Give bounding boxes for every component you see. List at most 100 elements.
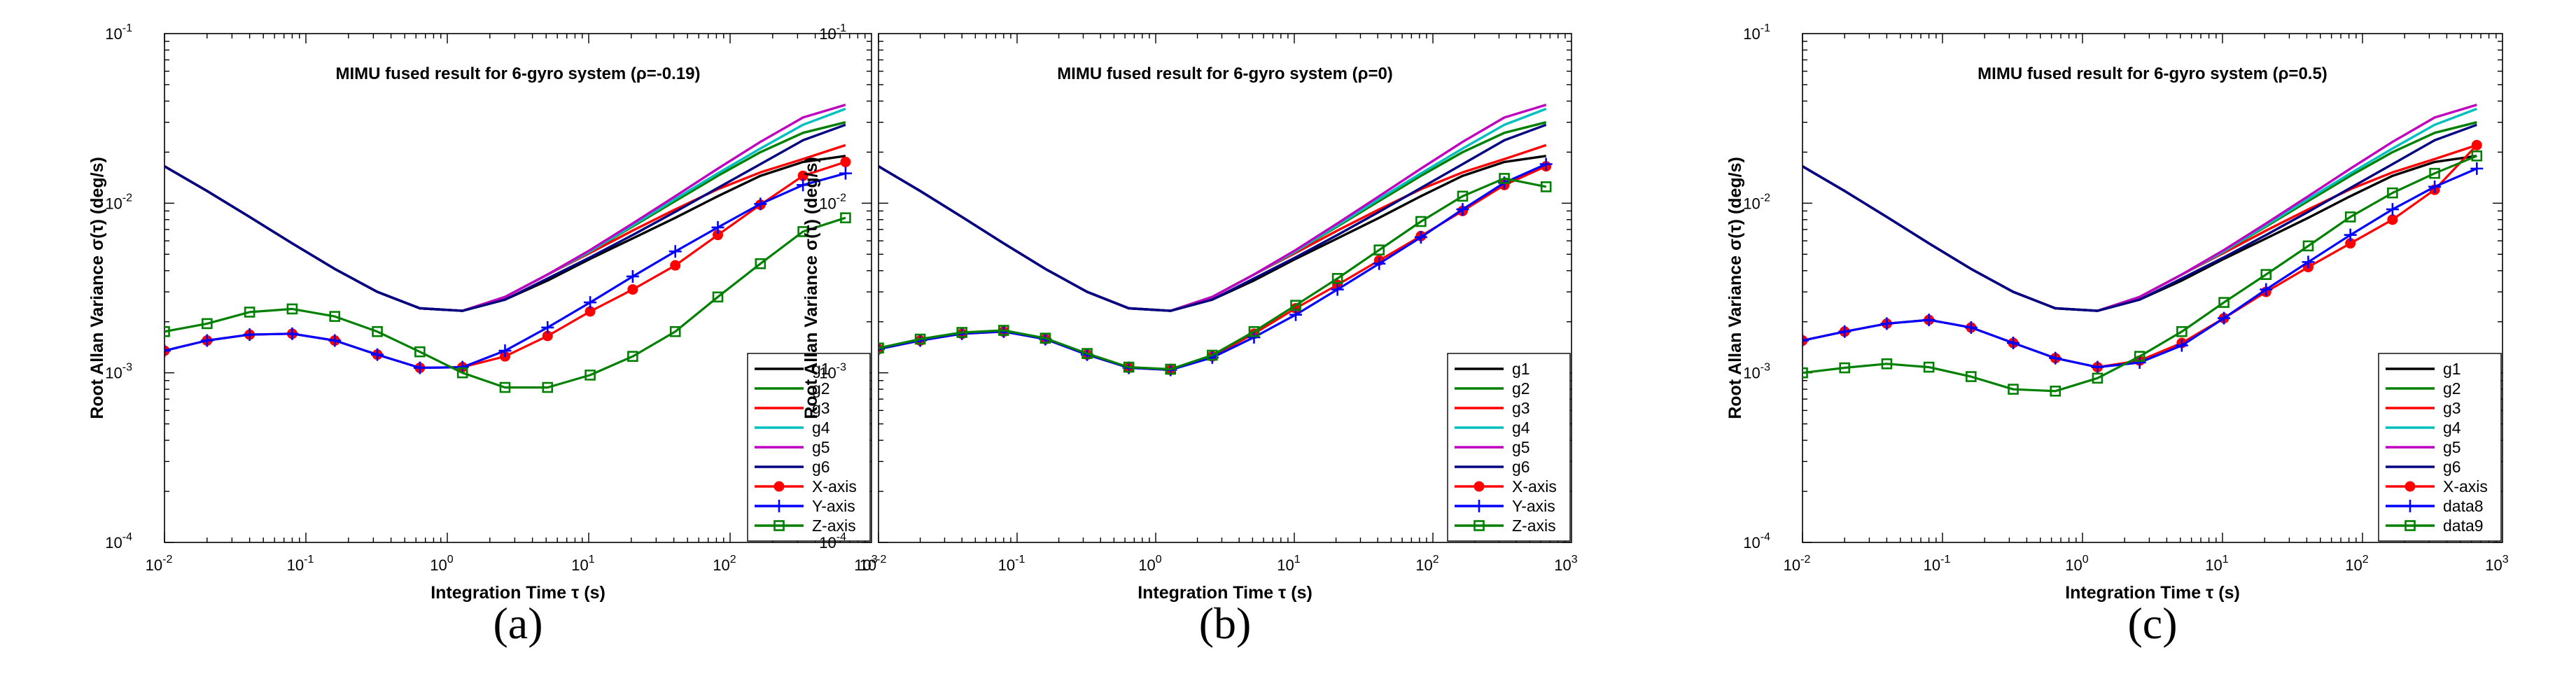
x-tick-label: 102 bbox=[1415, 554, 1438, 574]
legend-item: g3 bbox=[2386, 399, 2461, 417]
legend-item: g6 bbox=[1455, 458, 1530, 476]
legend-label: Z-axis bbox=[1512, 517, 1556, 535]
data-point-Z-axis bbox=[1165, 363, 1177, 375]
x-tick-label-base: 10 bbox=[2345, 556, 2362, 574]
data-point-Y-axis bbox=[626, 269, 639, 283]
y-tick-label-exp: -4 bbox=[122, 531, 132, 543]
data-point-data8 bbox=[2049, 351, 2062, 365]
data-point-data8 bbox=[2091, 360, 2104, 374]
data-point-Y-axis bbox=[1539, 157, 1553, 171]
x-tick-label-exp: 1 bbox=[2222, 554, 2229, 566]
x-tick-label: 101 bbox=[1277, 554, 1300, 574]
data-point-data8 bbox=[2175, 339, 2188, 352]
x-axis-label: Integration Time τ (s) bbox=[430, 583, 606, 603]
y-tick-label: 10-2 bbox=[1743, 192, 1770, 212]
y-tick-label-exp: -2 bbox=[122, 192, 132, 204]
x-tick-label: 103 bbox=[2485, 554, 2508, 574]
data-point-Z-axis bbox=[499, 381, 511, 393]
y-tick-label-exp: -3 bbox=[1760, 362, 1770, 374]
chart-title: MIMU fused result for 6-gyro system (ρ=0… bbox=[1057, 64, 1393, 83]
y-tick-label: 10-2 bbox=[819, 192, 846, 212]
y-tick-label: 10-2 bbox=[105, 192, 132, 212]
x-tick-label-base: 10 bbox=[854, 556, 871, 574]
series-line-g6 bbox=[164, 123, 846, 312]
data-point-Y-axis bbox=[200, 334, 214, 347]
legend-item: g5 bbox=[1455, 438, 1530, 456]
panel-c: 10-2 10-1 100 101 102 10310-410-310-210-1MIMU… bbox=[1726, 22, 2509, 648]
legend-label: g6 bbox=[812, 458, 830, 476]
x-tick-label: 10-1 bbox=[287, 554, 314, 574]
data-point-Y-axis bbox=[797, 178, 810, 192]
x-tick-label-base: 10 bbox=[1554, 556, 1571, 574]
data-point-data9 bbox=[1802, 367, 1808, 379]
data-point-data8 bbox=[1964, 321, 1977, 334]
legend-item: g5 bbox=[755, 438, 830, 456]
data-point-data8 bbox=[2386, 203, 2399, 216]
data-point-Z-axis bbox=[202, 318, 213, 330]
chart-title: MIMU fused result for 6-gyro system (ρ=-… bbox=[336, 64, 701, 83]
x-tick-label-exp: 3 bbox=[872, 554, 878, 566]
x-tick-label: 100 bbox=[430, 554, 453, 574]
x-tick-label-exp: 0 bbox=[2082, 554, 2089, 566]
data-point-Z-axis bbox=[840, 212, 851, 224]
legend-item: g1 bbox=[1455, 360, 1530, 378]
data-point-X-axis bbox=[670, 260, 681, 271]
series-g6 bbox=[1802, 123, 2477, 312]
data-point-Z-axis bbox=[627, 351, 638, 362]
data-point-Y-axis bbox=[164, 344, 171, 358]
x-tick-label: 10-1 bbox=[998, 554, 1026, 574]
x-tick-label: 100 bbox=[1138, 554, 1161, 574]
series-g6 bbox=[878, 123, 1547, 312]
x-tick-label: 103 bbox=[1554, 554, 1577, 574]
series-line-data9 bbox=[1802, 155, 2477, 393]
legend-item: data9 bbox=[2386, 517, 2484, 535]
legend-item: g6 bbox=[755, 458, 830, 476]
y-axis-label: Root Allan Variance σ(τ) (deg/s) bbox=[1726, 157, 1745, 419]
data-point-Y-axis bbox=[498, 344, 512, 358]
x-tick-label-exp: 1 bbox=[1294, 554, 1301, 566]
data-point-Y-axis bbox=[754, 197, 767, 211]
data-point-Z-axis bbox=[914, 333, 926, 345]
legend-label: g6 bbox=[1512, 458, 1530, 476]
data-point-data9 bbox=[2050, 386, 2062, 397]
y-tick-label-exp: -2 bbox=[836, 192, 846, 204]
x-tick-label-exp: -1 bbox=[1940, 554, 1950, 566]
x-tick-label-base: 10 bbox=[2065, 556, 2082, 574]
series-Z-axis bbox=[878, 173, 1552, 375]
data-point-data8 bbox=[2260, 283, 2273, 296]
x-tick-label-base: 10 bbox=[1138, 556, 1155, 574]
legend-item: g3 bbox=[1455, 399, 1530, 417]
x-tick-label-base: 10 bbox=[1415, 556, 1432, 574]
y-tick-label-base: 10 bbox=[819, 25, 836, 43]
data-point-data8 bbox=[1802, 334, 1809, 347]
legend-item: X-axis bbox=[755, 477, 857, 496]
axis-ticks bbox=[1802, 34, 2502, 543]
data-point-Z-axis bbox=[1540, 181, 1552, 192]
legend-label: Y-axis bbox=[812, 497, 855, 515]
x-tick-label-base: 10 bbox=[2205, 556, 2222, 574]
data-point-X-axis bbox=[840, 156, 851, 167]
data-point-Z-axis bbox=[878, 342, 884, 354]
x-tick-label: 10-2 bbox=[146, 554, 173, 574]
data-point-X-axis bbox=[2471, 139, 2482, 150]
x-tick-label-base: 10 bbox=[998, 556, 1015, 574]
data-point-Z-axis bbox=[372, 325, 383, 337]
y-tick-label-base: 10 bbox=[105, 195, 122, 212]
series-Z-axis bbox=[164, 212, 851, 393]
y-tick-label-base: 10 bbox=[1743, 534, 1760, 552]
x-tick-label-exp: 2 bbox=[730, 554, 736, 566]
legend-label: g4 bbox=[2443, 419, 2461, 437]
data-point-Y-axis bbox=[541, 321, 554, 334]
x-tick-label: 10-1 bbox=[1924, 554, 1951, 574]
chart-title: MIMU fused result for 6-gyro system (ρ=0… bbox=[1977, 64, 2328, 83]
data-point-data9 bbox=[2218, 297, 2230, 308]
data-point-Y-axis bbox=[711, 220, 724, 234]
legend-marker bbox=[2404, 520, 2416, 531]
series-g6 bbox=[164, 123, 846, 312]
data-point-Z-axis bbox=[244, 307, 255, 318]
legend-label: g3 bbox=[812, 399, 830, 417]
y-tick-label-base: 10 bbox=[105, 534, 122, 552]
